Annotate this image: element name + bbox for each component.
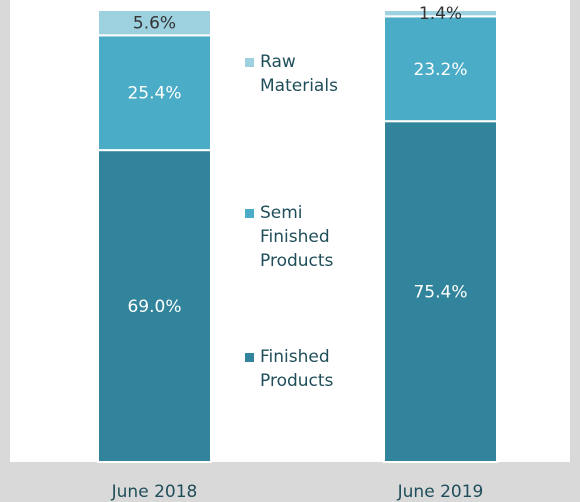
data-label: 69.0% <box>127 297 181 317</box>
legend-label: Semi Finished Products <box>260 203 334 271</box>
legend-label: Finished Products <box>260 347 334 391</box>
data-label: 1.4% <box>419 4 462 24</box>
bar-segment <box>97 34 212 152</box>
data-label: 5.6% <box>133 14 176 34</box>
bar-segment <box>383 15 498 123</box>
legend-swatch <box>245 209 254 218</box>
x-tick-label: June 2018 <box>111 482 198 502</box>
bar-segment <box>383 9 498 18</box>
legend-item: Semi Finished Products <box>245 201 335 273</box>
bar-segment <box>383 120 498 464</box>
legend-label: Raw Materials <box>260 52 338 96</box>
legend-swatch <box>245 353 254 362</box>
data-label: 25.4% <box>127 84 181 104</box>
legend-swatch <box>245 58 254 67</box>
legend-item: Finished Products <box>245 345 335 393</box>
bar-segment <box>97 9 212 37</box>
data-label: 23.2% <box>413 60 467 80</box>
bar-segment <box>97 149 212 463</box>
x-tick-label: June 2019 <box>397 482 484 502</box>
data-label: 75.4% <box>413 283 467 303</box>
legend-item: Raw Materials <box>245 50 338 98</box>
